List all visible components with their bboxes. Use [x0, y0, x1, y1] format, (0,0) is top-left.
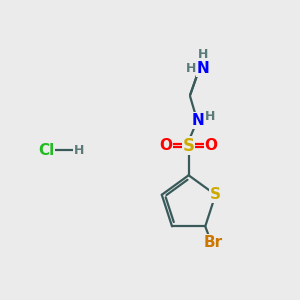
Text: O: O [205, 138, 218, 153]
Text: N: N [197, 61, 210, 76]
Text: H: H [205, 110, 215, 123]
Text: N: N [191, 113, 204, 128]
Text: H: H [74, 143, 84, 157]
Text: S: S [210, 187, 221, 202]
Text: H: H [198, 48, 209, 61]
Text: Cl: Cl [38, 142, 54, 158]
Text: S: S [183, 136, 195, 154]
Text: O: O [160, 138, 172, 153]
Text: Br: Br [204, 235, 223, 250]
Text: H: H [185, 62, 196, 75]
